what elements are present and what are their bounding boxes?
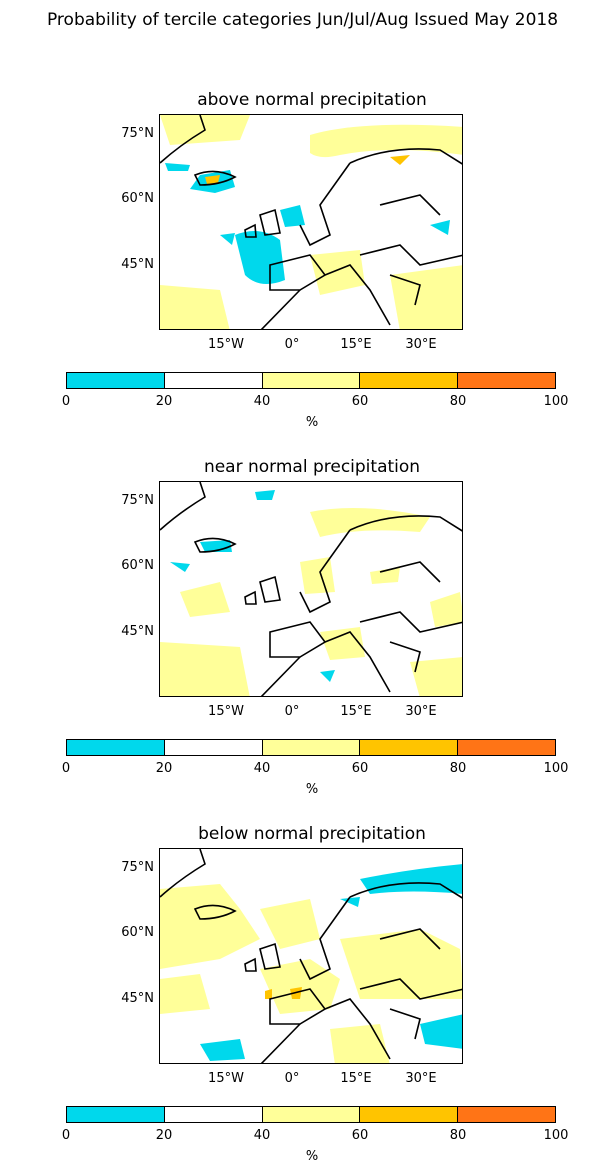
lon-label-15w: 15°W [208,704,244,719]
colorbar-tick: 40 [253,761,271,776]
map-above-normal [159,114,463,330]
colorbar-segment [458,1107,555,1122]
colorbar [66,739,556,756]
map-below-normal [159,848,463,1064]
lon-label-0: 0° [284,1071,300,1086]
colorbar-segment [164,740,263,755]
lat-label-75: 75°N [121,493,154,508]
panel-title-above: above normal precipitation [197,90,427,110]
map-near-normal [159,481,463,697]
lat-label-45: 45°N [121,257,154,272]
colorbar-tick: 80 [449,1128,467,1143]
coastlines [160,849,462,1063]
colorbar-segment [458,740,555,755]
colorbar-unit: % [305,1149,319,1164]
figure-title: Probability of tercile categories Jun/Ju… [46,10,559,30]
lat-label-60: 60°N [121,925,154,940]
lat-label-60: 60°N [121,558,154,573]
colorbar-segment [262,1107,361,1122]
colorbar-unit: % [305,782,319,797]
lon-label-30e: 30°E [405,1071,437,1086]
colorbar-tick: 60 [351,1128,369,1143]
lon-label-0: 0° [284,704,300,719]
probability-shading [160,864,462,1063]
colorbar-tick: 100 [543,761,569,776]
colorbar-segment [67,740,165,755]
colorbar-unit: % [305,415,319,430]
colorbar-tick: 20 [155,761,173,776]
colorbar-segment [360,740,459,755]
colorbar-tick: 60 [351,394,369,409]
panel-title-near: near normal precipitation [203,457,421,477]
colorbar-tick: 20 [155,1128,173,1143]
colorbar-tick: 0 [61,761,71,776]
colorbar-segment [458,373,555,388]
colorbar-segment [164,1107,263,1122]
colorbar-tick: 100 [543,394,569,409]
lon-label-30e: 30°E [405,704,437,719]
colorbar-tick: 80 [449,394,467,409]
colorbar-segment [67,1107,165,1122]
colorbar-segment [262,740,361,755]
colorbar-tick: 100 [543,1128,569,1143]
lon-label-15e: 15°E [340,704,372,719]
coastlines [160,482,462,696]
colorbar-segment [67,373,165,388]
colorbar [66,1106,556,1123]
lon-label-30e: 30°E [405,337,437,352]
colorbar-segment [262,373,361,388]
colorbar-tick: 40 [253,1128,271,1143]
panel-title-below: below normal precipitation [198,824,426,844]
colorbar-tick: 80 [449,761,467,776]
colorbar-tick: 60 [351,761,369,776]
colorbar-tick: 40 [253,394,271,409]
colorbar-tick: 0 [61,1128,71,1143]
lat-label-45: 45°N [121,624,154,639]
colorbar-segment [164,373,263,388]
lat-label-75: 75°N [121,860,154,875]
lon-label-15w: 15°W [208,337,244,352]
lon-label-15e: 15°E [340,337,372,352]
lon-label-0: 0° [284,337,300,352]
lat-label-75: 75°N [121,126,154,141]
lat-label-45: 45°N [121,991,154,1006]
lon-label-15e: 15°E [340,1071,372,1086]
coastlines [160,115,462,329]
lon-label-15w: 15°W [208,1071,244,1086]
colorbar-segment [360,1107,459,1122]
colorbar-tick: 20 [155,394,173,409]
colorbar-segment [360,373,459,388]
lat-label-60: 60°N [121,191,154,206]
colorbar-tick: 0 [61,394,71,409]
probability-shading [160,490,462,696]
colorbar [66,372,556,389]
